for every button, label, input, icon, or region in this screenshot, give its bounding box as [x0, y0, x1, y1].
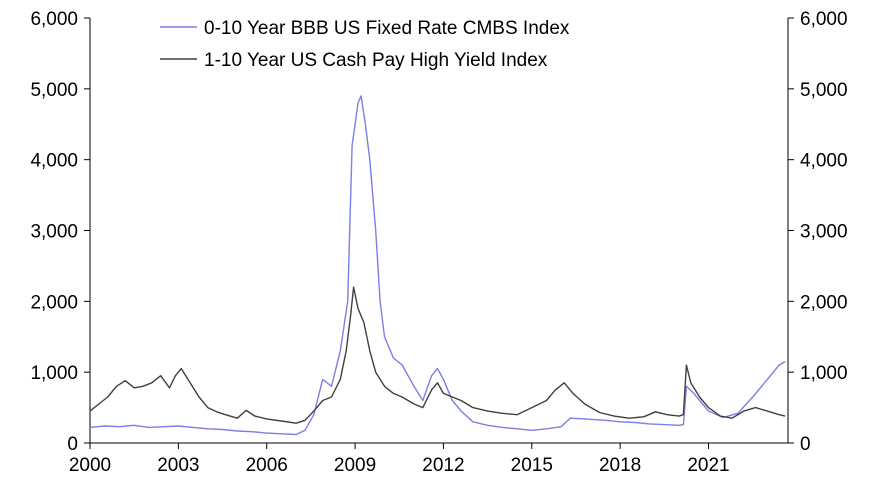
series-group: [89, 95, 786, 436]
series-line-1: [89, 95, 786, 436]
y-tick-label-right: 4,000: [800, 151, 848, 172]
y-tick-label-left: 5,000: [30, 80, 78, 101]
x-tick-label: 2000: [69, 455, 111, 476]
legend-label-2: 1-10 Year US Cash Pay High Yield Index: [204, 50, 548, 71]
x-tick-label: 2006: [246, 455, 288, 476]
y-tick-label-left: 6,000: [30, 9, 78, 30]
y-tick-label-right: 5,000: [800, 80, 848, 101]
legend-label-1: 0-10 Year BBB US Fixed Rate CMBS Index: [204, 18, 570, 39]
x-tick-label: 2015: [511, 455, 553, 476]
y-tick-label-right: 1,000: [800, 363, 848, 384]
y-tick-label-right: 2,000: [800, 292, 848, 313]
y-tick-label-right: 6,000: [800, 9, 848, 30]
y-tick-label-right: 3,000: [800, 222, 848, 243]
x-tick-label: 2009: [334, 455, 376, 476]
axes-group: 0 0 1,000 1,000 2,000 2,000 3,000 3,000 4,000 4,0…: [30, 9, 847, 476]
y-tick-label-left: 3,000: [30, 222, 78, 243]
y-tick-label-right: 0: [800, 434, 811, 455]
x-tick-label: 2018: [599, 455, 641, 476]
y-tick-label-left: 4,000: [30, 151, 78, 172]
y-tick-label-left: 1,000: [30, 363, 78, 384]
x-tick-label: 2003: [157, 455, 199, 476]
legend: 0-10 Year BBB US Fixed Rate CMBS Index 1-…: [160, 18, 570, 71]
y-tick-label-left: 2,000: [30, 292, 78, 313]
series-line-2: [89, 286, 786, 424]
y-tick-label-left: 0: [67, 434, 78, 455]
x-tick-label: 2012: [422, 455, 464, 476]
x-tick-label: 2021: [687, 455, 729, 476]
